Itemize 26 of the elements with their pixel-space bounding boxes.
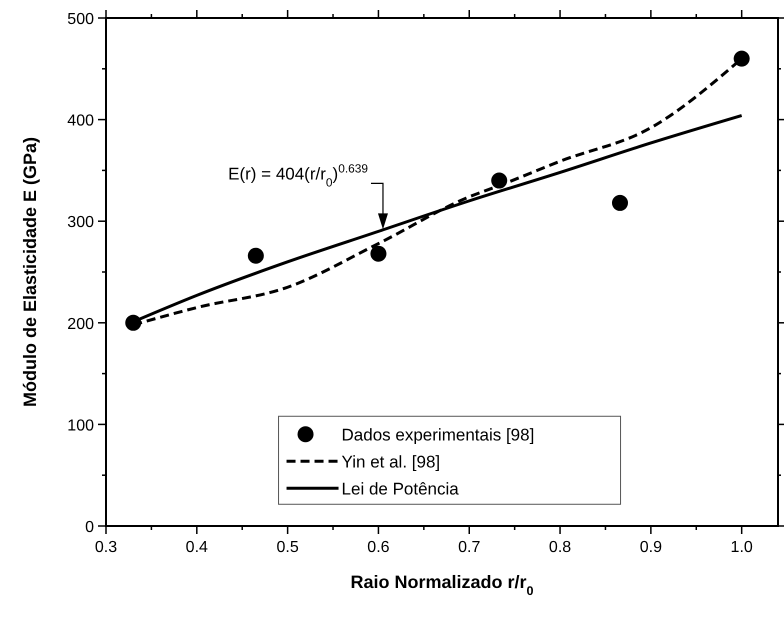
point: [248, 248, 264, 264]
x-tick-label: 0.6: [367, 539, 390, 556]
y-tick-label: 0: [85, 519, 94, 536]
annotation: E(r) = 404(r/r$_{0}$)$^{0.639}$: [228, 161, 368, 190]
legend-label: Dados experimentais [98]: [342, 425, 534, 444]
x-tick-label: 0.4: [186, 539, 208, 556]
legend-label: Yin et al. [98]: [342, 452, 440, 472]
y-tick-label: 500: [67, 11, 94, 28]
x-tick-label: 0.3: [94, 539, 118, 556]
y-axis-title: Módulo de Elasticidade E (GPa): [20, 136, 40, 408]
legend-label: Lei de Potência: [342, 479, 460, 498]
y-tick-label: 100: [67, 417, 94, 434]
x-tick-label: 1.0: [730, 539, 753, 556]
point: [370, 246, 386, 262]
y-tick-label: 200: [67, 316, 94, 333]
point: [612, 194, 628, 211]
x-tick-label: 0.7: [458, 539, 480, 556]
point: [734, 50, 750, 67]
x-tick-label: 0.5: [276, 539, 299, 556]
y-tick-label: 400: [67, 112, 94, 130]
x-axis-title: Raio Normalizado r/r$_{0}$: [350, 572, 534, 598]
x-tick-label: 0.8: [548, 539, 572, 556]
point: [491, 172, 508, 189]
x-tick-label: 0.9: [640, 539, 662, 556]
point: [125, 314, 142, 331]
y-tick-label: 300: [67, 214, 94, 232]
